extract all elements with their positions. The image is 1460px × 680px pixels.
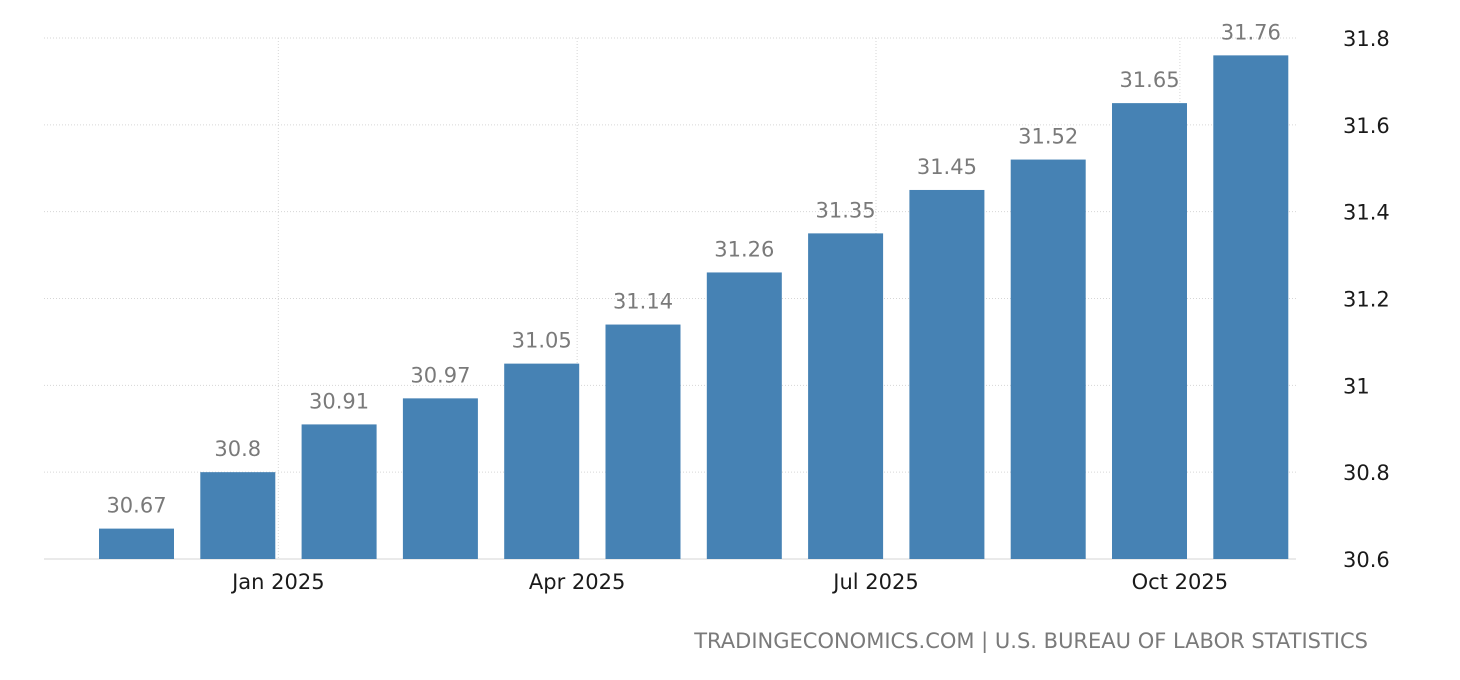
bar-value-label: 31.14 [613,290,673,314]
bar [402,398,478,559]
y-tick-label: 31.6 [1343,114,1390,138]
bar [504,363,580,559]
bar-value-label: 31.26 [714,237,774,261]
bar-value-label: 31.65 [1119,68,1179,92]
bar-value-label: 30.67 [106,494,166,518]
y-axis-ticks: 30.6 30.8 31 31.2 31.4 31.6 31.8 [1343,27,1390,572]
bar [1112,103,1187,559]
bar-value-label: 31.52 [1018,125,1078,149]
bar [99,528,174,559]
y-tick-label: 31 [1343,374,1370,398]
bar-value-label: 31.45 [917,155,977,179]
bar [200,472,276,559]
bar [1213,55,1289,559]
x-axis-ticks: Jan 2025 Apr 2025 Jul 2025 Oct 2025 [230,570,1228,594]
bars [99,55,1289,560]
bar [808,233,884,559]
bar-value-label: 31.35 [816,198,876,222]
bar-value-label: 31.05 [512,329,572,353]
y-tick-label: 31.4 [1343,201,1390,225]
bar-value-label: 30.97 [410,363,470,387]
y-tick-label: 30.8 [1343,461,1390,485]
x-tick-label: Apr 2025 [529,570,625,594]
data-labels: 30.67 30.8 30.91 30.97 31.05 31.14 31.26 31.35 3… [106,20,1280,517]
bar-value-label: 30.8 [214,437,261,461]
y-tick-label: 30.6 [1343,548,1390,572]
bar-value-label: 31.76 [1221,20,1281,44]
bar [301,424,377,559]
bar-value-label: 30.91 [309,389,369,413]
bar [1010,159,1086,560]
source-attribution: TRADINGECONOMICS.COM | U.S. BUREAU OF LA… [694,629,1368,653]
y-tick-label: 31.8 [1343,27,1390,51]
bar [909,189,985,560]
x-tick-label: Oct 2025 [1132,570,1228,594]
x-tick-label: Jan 2025 [230,570,325,594]
bar [605,324,681,559]
y-tick-label: 31.2 [1343,288,1390,312]
bar [706,272,782,559]
x-tick-label: Jul 2025 [831,570,918,594]
